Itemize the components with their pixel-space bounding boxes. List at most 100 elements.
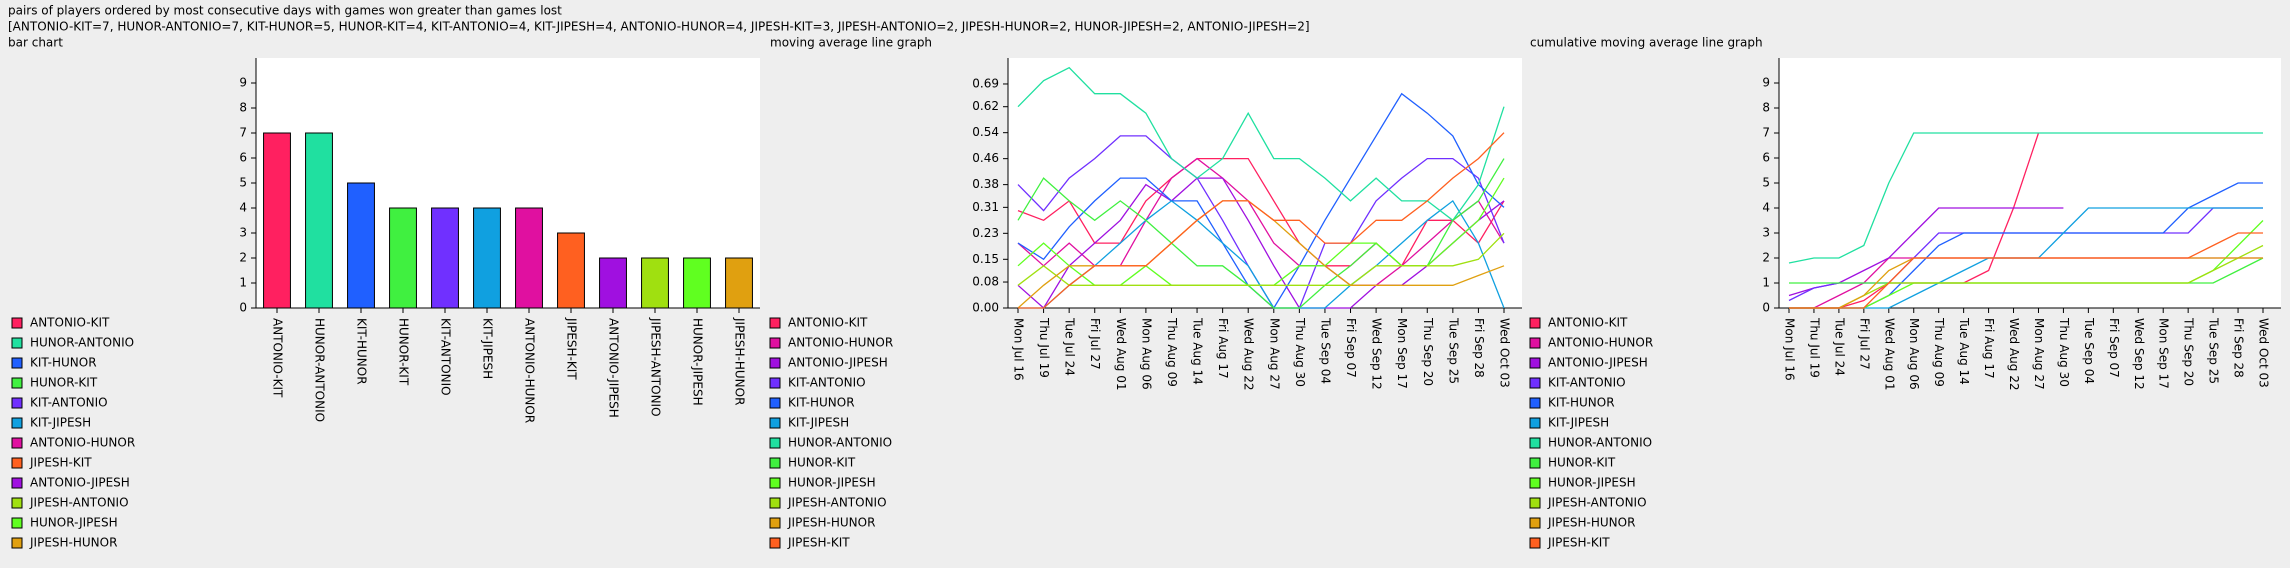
legend-swatch: [769, 497, 781, 509]
legend-swatch: [769, 437, 781, 449]
legend-label: KIT-ANTONIO: [1548, 376, 1626, 390]
legend-swatch: [11, 397, 23, 409]
legend-swatch: [11, 517, 23, 529]
legend-label: HUNOR-ANTONIO: [1548, 436, 1652, 450]
y-tick-label: 0.08: [972, 275, 999, 289]
legend-swatch: [11, 437, 23, 449]
x-tick-label: Fri Aug 17: [1982, 318, 1996, 379]
x-tick-label: Wed Aug 22: [1242, 318, 1256, 391]
x-tick-label: Wed Aug 01: [1114, 318, 1128, 391]
bar: [641, 257, 669, 309]
bar: [725, 257, 753, 309]
x-tick-label: KIT-ANTONIO: [439, 318, 453, 396]
x-tick-label: ANTONIO-KIT: [271, 318, 285, 398]
x-tick-label: Fri Aug 17: [1216, 318, 1230, 379]
y-tick-label: 0.00: [972, 301, 999, 315]
x-tick-label: Mon Aug 06: [1139, 318, 1153, 390]
legend-swatch: [11, 457, 23, 469]
x-tick-label: Fri Sep 07: [1344, 318, 1358, 378]
x-tick-label: JIPESH-ANTONIO: [649, 317, 663, 417]
bar: [599, 257, 627, 309]
series-line: [1018, 132, 1505, 309]
y-tick-label: 8: [1762, 101, 1770, 115]
legend-swatch: [1529, 417, 1541, 429]
series-line: [1018, 199, 1505, 309]
legend-swatch: [769, 537, 781, 549]
x-tick-label: Mon Aug 27: [2032, 318, 2046, 390]
y-tick-label: 0.69: [972, 76, 999, 90]
y-tick-label: 4: [1762, 201, 1770, 215]
legend-label: ANTONIO-KIT: [788, 316, 868, 330]
x-tick-label: KIT-HUNOR: [355, 318, 369, 385]
legend-swatch: [769, 397, 781, 409]
bar: [515, 207, 543, 309]
x-tick-label: Fri Jul 27: [1088, 318, 1102, 370]
x-tick-label: Tue Aug 14: [1191, 317, 1205, 385]
chart-title: cumulative moving average line graph: [1530, 36, 1763, 50]
bar: [431, 207, 459, 309]
series-line: [1017, 232, 1505, 286]
x-tick-label: Mon Jul 16: [1012, 318, 1026, 381]
legend-swatch: [11, 417, 23, 429]
x-tick-label: Wed Aug 01: [1882, 318, 1896, 391]
x-tick-label: Thu Jul 19: [1807, 317, 1821, 378]
x-tick-label: JIPESH-HUNOR: [733, 317, 747, 405]
legend-label: JIPESH-KIT: [1547, 536, 1610, 550]
plot-area: [1008, 58, 1522, 308]
legend-label: JIPESH-KIT: [787, 536, 850, 550]
legend-label: KIT-JIPESH: [788, 416, 849, 430]
x-tick-label: Mon Jul 16: [1783, 318, 1797, 381]
x-tick-label: HUNOR-JIPESH: [691, 318, 705, 406]
legend-label: ANTONIO-JIPESH: [30, 476, 130, 490]
y-tick-label: 3: [1762, 226, 1770, 240]
y-tick-label: 5: [1762, 176, 1770, 190]
legend-swatch: [11, 357, 23, 369]
legend-label: HUNOR-KIT: [1548, 456, 1616, 470]
y-tick-label: 2: [239, 251, 247, 265]
x-tick-label: Mon Aug 27: [1267, 318, 1281, 390]
y-tick-label: 6: [1762, 151, 1770, 165]
legend-swatch: [11, 337, 23, 349]
legend-label: KIT-HUNOR: [30, 356, 97, 370]
bar: [473, 207, 501, 309]
x-tick-label: Mon Sep 17: [1395, 318, 1409, 389]
y-tick-label: 3: [239, 226, 247, 240]
legend-label: KIT-ANTONIO: [30, 396, 108, 410]
legend-swatch: [1529, 317, 1541, 329]
legend-label: KIT-HUNOR: [1548, 396, 1615, 410]
x-tick-label: ANTONIO-JIPESH: [607, 318, 621, 418]
legend-swatch: [769, 357, 781, 369]
legend-swatch: [769, 457, 781, 469]
y-tick-label: 1: [239, 276, 247, 290]
x-tick-label: Fri Jul 27: [1857, 318, 1871, 370]
legend-swatch: [1529, 397, 1541, 409]
x-tick-label: Wed Sep 12: [2132, 318, 2146, 390]
y-tick-label: 9: [1762, 76, 1770, 90]
y-tick-label: 0.38: [972, 177, 999, 191]
x-tick-label: Fri Sep 28: [2232, 318, 2246, 378]
legend-swatch: [1529, 377, 1541, 389]
legend-label: ANTONIO-KIT: [1548, 316, 1628, 330]
legend-label: ANTONIO-HUNOR: [30, 436, 135, 450]
x-tick-label: Thu Aug 30: [2057, 317, 2071, 387]
x-tick-label: KIT-JIPESH: [481, 318, 495, 379]
summary: [ANTONIO-KIT=7, HUNOR-ANTONIO=7, KIT-HUN…: [8, 20, 1310, 34]
x-tick-label: Tue Jul 24: [1063, 317, 1077, 376]
x-tick-label: Wed Aug 22: [2007, 318, 2021, 391]
series-line: [1017, 66, 1505, 222]
x-tick-label: HUNOR-ANTONIO: [313, 318, 327, 422]
legend-label: ANTONIO-JIPESH: [1548, 356, 1648, 370]
plot-area: [1779, 58, 2281, 308]
legend-label: ANTONIO-HUNOR: [1548, 336, 1653, 350]
x-tick-label: Tue Sep 25: [2207, 317, 2221, 384]
x-tick-label: Thu Jul 19: [1037, 317, 1051, 378]
x-tick-label: Tue Aug 14: [1957, 317, 1971, 385]
series-line: [1017, 157, 1505, 267]
y-tick-label: 0.46: [972, 151, 999, 165]
legend-swatch: [11, 537, 23, 549]
plot-area: [256, 58, 760, 308]
legend-swatch: [1529, 477, 1541, 489]
legend-swatch: [11, 497, 23, 509]
legend-swatch: [1529, 497, 1541, 509]
